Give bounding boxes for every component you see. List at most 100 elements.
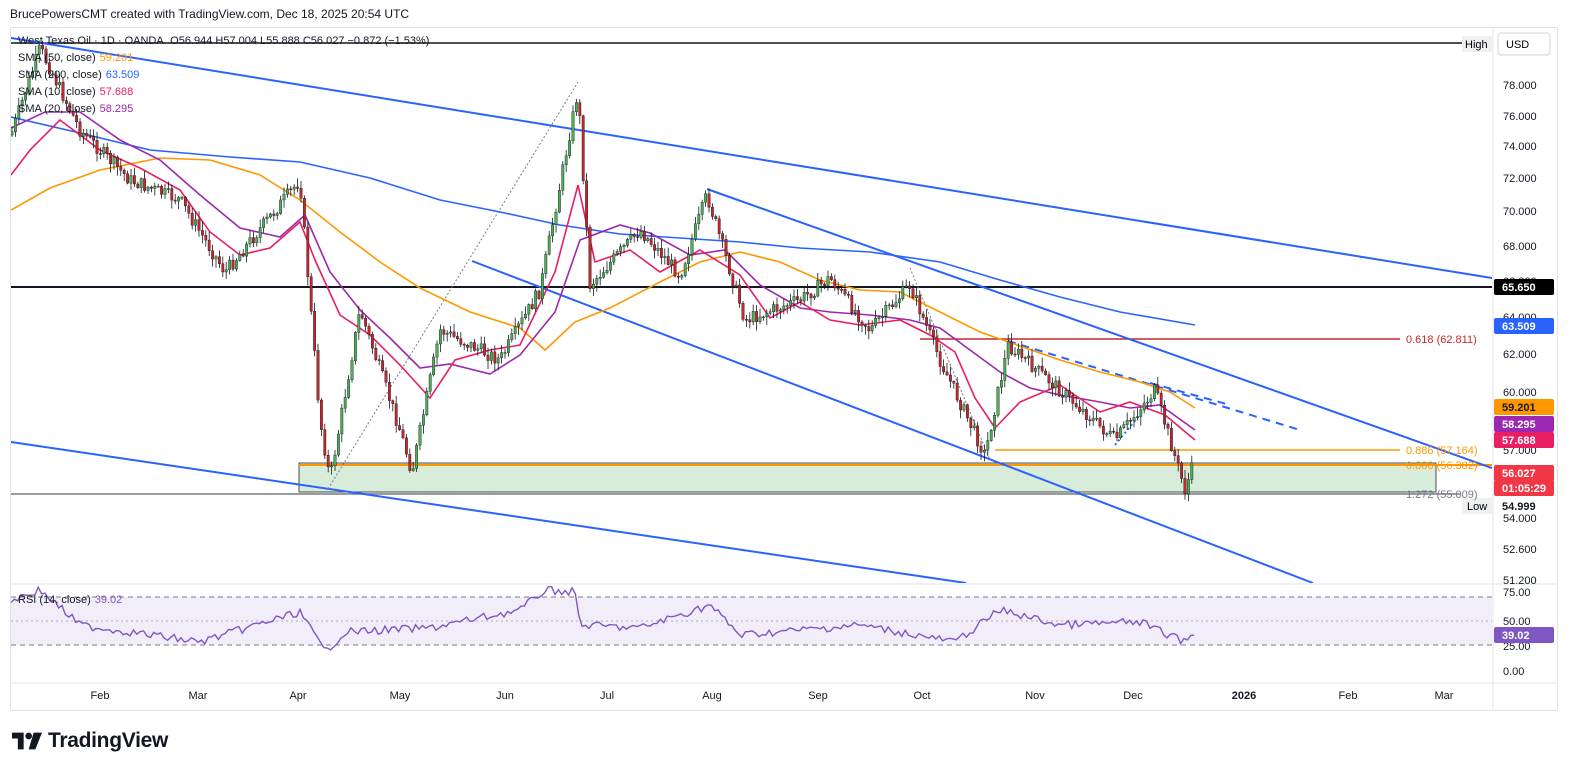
candle-body xyxy=(1033,368,1037,372)
price-tag: 56.027 xyxy=(1494,465,1554,481)
candle-body xyxy=(598,277,602,279)
candle-body xyxy=(75,115,79,123)
candle-body xyxy=(639,230,643,238)
candle-body xyxy=(78,121,82,137)
candle-body xyxy=(153,185,157,189)
candle-body xyxy=(527,304,531,315)
legend-sma-10[interactable]: SMA (10, close) 57.688 xyxy=(18,86,134,98)
candle-body xyxy=(279,199,282,214)
candle-body xyxy=(728,255,731,275)
chart-frame[interactable] xyxy=(10,27,1558,711)
candle-body xyxy=(602,272,606,278)
candle-body xyxy=(166,188,170,190)
candle-body xyxy=(904,285,908,288)
candle-body xyxy=(976,425,980,447)
candle-body xyxy=(48,62,51,75)
candle-body xyxy=(323,429,327,456)
candle-body xyxy=(217,256,221,265)
candle-body xyxy=(1129,420,1133,422)
time-tick-label: Sep xyxy=(808,690,828,702)
time-tick-label: Feb xyxy=(1339,690,1358,702)
candle-body xyxy=(466,345,469,348)
price-tick-label: 62.000 xyxy=(1503,349,1537,361)
candle-body xyxy=(901,286,905,299)
candle-body xyxy=(238,254,242,261)
candle-body xyxy=(554,211,558,225)
candle-body xyxy=(507,339,510,353)
rsi-legend[interactable]: RSI (14, close) 39.02 xyxy=(18,592,122,609)
candle-body xyxy=(136,183,140,188)
candle-body xyxy=(54,74,58,86)
candle-body xyxy=(360,314,364,319)
candle-body xyxy=(143,178,146,191)
candle-body xyxy=(286,188,289,195)
svg-text:63.509: 63.509 xyxy=(1502,321,1536,333)
candle-body xyxy=(938,351,942,367)
candle-body xyxy=(245,243,248,257)
candle-body xyxy=(738,284,742,304)
price-tick-label: 68.000 xyxy=(1503,241,1537,253)
candle-body xyxy=(711,206,714,217)
candle-body xyxy=(524,313,527,319)
candle-body xyxy=(1064,390,1068,398)
candle-body xyxy=(459,338,463,345)
candle-body xyxy=(132,175,136,185)
candle-body xyxy=(513,326,517,334)
usd-label-box[interactable] xyxy=(1497,32,1551,56)
candle-body xyxy=(823,283,827,286)
candle-body xyxy=(435,343,439,358)
candle-body xyxy=(1108,430,1112,434)
legend-symbol-row: West Texas Oil · 1D · OANDA O56.944 H57.… xyxy=(18,33,429,50)
legend-sma-200[interactable]: SMA (200, close) 63.509 xyxy=(18,69,140,81)
candle-body xyxy=(1088,419,1092,421)
candle-body xyxy=(462,344,466,346)
rsi-value: 39.02 xyxy=(94,594,123,606)
candle-body xyxy=(1003,358,1007,381)
candle-body xyxy=(789,300,793,306)
candle-body xyxy=(666,256,670,265)
time-tick-label: Aug xyxy=(702,690,722,702)
legend-sma-50[interactable]: SMA (50, close) 59.201 xyxy=(18,52,134,64)
candle-body xyxy=(31,71,34,78)
candle-body xyxy=(595,278,599,285)
legend-symbol[interactable]: West Texas Oil · 1D · OANDA xyxy=(18,35,164,47)
tradingview-logo[interactable]: TradingView xyxy=(12,729,168,753)
candle-body xyxy=(85,133,89,137)
candle-body xyxy=(517,323,521,327)
candle-body xyxy=(714,216,718,219)
fib-anchor-dotted-line xyxy=(327,81,579,490)
candle-body xyxy=(768,311,772,314)
candle-body xyxy=(1156,384,1160,394)
candle-body xyxy=(289,188,293,191)
legend-sma-20[interactable]: SMA (20, close) 58.295 xyxy=(18,103,134,115)
candle-body xyxy=(282,194,286,201)
candle-body xyxy=(71,111,75,116)
candle-body xyxy=(663,256,667,258)
candle-body xyxy=(11,131,14,136)
candle-body xyxy=(183,197,187,207)
candle-body xyxy=(258,227,262,238)
candle-body xyxy=(646,238,650,241)
candle-body xyxy=(200,230,204,236)
candle-body xyxy=(704,193,708,203)
candle-body xyxy=(1125,420,1129,425)
candle-body xyxy=(405,437,408,455)
candle-body xyxy=(211,250,214,260)
candle-body xyxy=(102,146,106,155)
support-zone xyxy=(298,462,1437,493)
fib-1272-label: 1.272 (55.009) xyxy=(1406,489,1478,501)
candle-body xyxy=(758,316,762,323)
candle-body xyxy=(530,304,534,310)
candle-body xyxy=(146,186,150,191)
rsi-tick-label: 0.00 xyxy=(1503,666,1524,678)
candle-body xyxy=(61,82,65,101)
candle-body xyxy=(1163,404,1167,425)
candle-body xyxy=(673,259,677,277)
candle-body xyxy=(1057,380,1061,397)
fib-618-label: 0.618 (62.811) xyxy=(1406,334,1477,346)
price-tick-label: 78.000 xyxy=(1503,80,1537,92)
candle-body xyxy=(792,296,796,301)
candle-body xyxy=(677,275,680,278)
candle-body xyxy=(949,374,952,382)
